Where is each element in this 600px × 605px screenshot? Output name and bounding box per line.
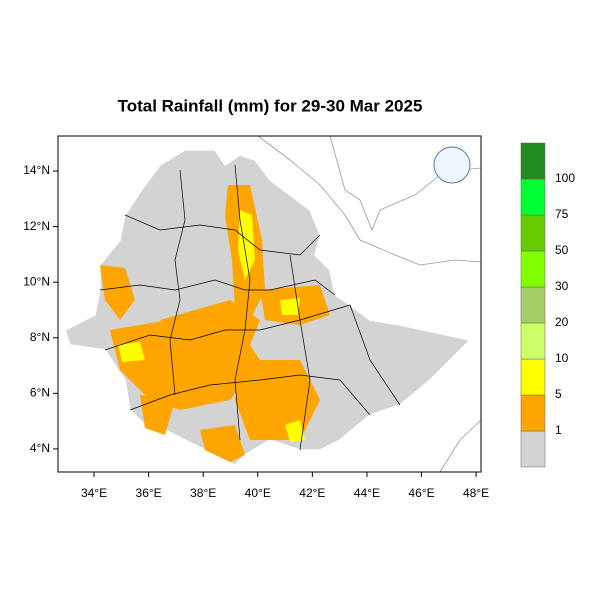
admin-borders (99, 164, 401, 451)
legend-swatch (520, 214, 546, 252)
y-tick-label: 8°N (30, 330, 50, 344)
legend-swatch (520, 250, 546, 288)
map-title: Total Rainfall (mm) for 29-30 Mar 2025 (118, 96, 423, 115)
rain-areas (100, 185, 330, 462)
y-tick-label: 4°N (30, 441, 50, 455)
x-tick-label: 48°E (463, 486, 489, 500)
x-tick-label: 40°E (245, 486, 271, 500)
x-tick-label: 46°E (408, 486, 434, 500)
legend-label: 75 (555, 207, 569, 221)
legend-label: 10 (555, 351, 569, 365)
neighbour-border (257, 135, 482, 266)
legend-label: 1 (555, 423, 562, 437)
legend-swatch (520, 322, 546, 360)
x-tick-label: 34°E (81, 486, 107, 500)
y-tick-label: 12°N (23, 219, 50, 233)
legend-label: 100 (555, 171, 575, 185)
legend-swatch (520, 142, 546, 180)
legend-swatch (520, 430, 546, 468)
y-tick-label: 14°N (23, 163, 50, 177)
logo (433, 146, 471, 184)
x-tick-label: 38°E (190, 486, 216, 500)
x-tick-label: 44°E (354, 486, 380, 500)
map-frame (57, 135, 482, 473)
legend-label: 50 (555, 243, 569, 257)
y-tick-label: 6°N (30, 386, 50, 400)
legend-label: 20 (555, 315, 569, 329)
legend-label: 30 (555, 279, 569, 293)
x-tick-label: 42°E (299, 486, 325, 500)
legend-swatch (520, 178, 546, 216)
legend-label: 5 (555, 387, 562, 401)
rain-areas-heavy (118, 210, 305, 442)
x-tick-label: 36°E (136, 486, 162, 500)
legend-swatch (520, 394, 546, 432)
map-area (64, 135, 482, 473)
legend-swatch (520, 286, 546, 324)
coastline (439, 419, 482, 473)
legend-swatch (520, 358, 546, 396)
y-tick-label: 10°N (23, 274, 50, 288)
